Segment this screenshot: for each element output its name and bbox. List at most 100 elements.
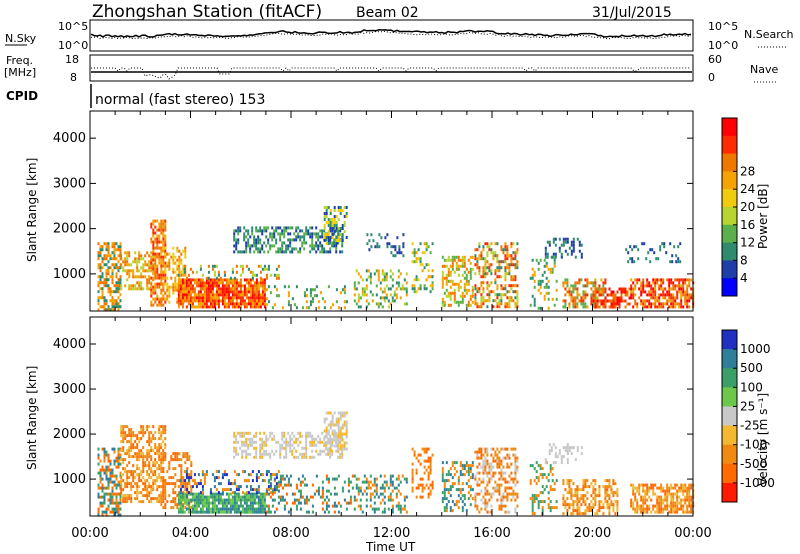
- velocity-pixel: [381, 510, 384, 514]
- velocity-pixel: [263, 501, 266, 505]
- velocity-pixel: [150, 440, 153, 444]
- power-pixel: [504, 305, 507, 309]
- power-pixel: [293, 303, 296, 307]
- power-pixel: [564, 240, 567, 244]
- velocity-pixel: [154, 461, 157, 465]
- power-pixel: [562, 237, 565, 241]
- power-pixel: [217, 302, 220, 306]
- power-pixel: [193, 287, 196, 291]
- power-pixel: [622, 287, 625, 291]
- power-pixel: [160, 288, 163, 292]
- power-pixel: [415, 278, 418, 282]
- power-pixel: [261, 290, 264, 294]
- velocity-pixel: [184, 485, 187, 489]
- velocity-pixel: [231, 495, 234, 499]
- velocity-pixel: [255, 455, 258, 459]
- power-pixel: [516, 284, 519, 288]
- velocity-pixel: [190, 464, 193, 468]
- power-pixel: [632, 287, 635, 291]
- velocity-pixel: [142, 488, 145, 492]
- power-pixel: [654, 296, 657, 300]
- power-pixel: [680, 293, 683, 297]
- velocity-pixel: [305, 483, 308, 487]
- power-pixel: [393, 290, 396, 294]
- power-pixel: [136, 260, 139, 264]
- velocity-pixel: [265, 452, 268, 456]
- velocity-pixel: [105, 510, 108, 514]
- velocity-pixel: [289, 434, 292, 438]
- power-pixel: [417, 278, 420, 282]
- power-pixel: [107, 269, 110, 273]
- velocity-pixel: [529, 497, 532, 501]
- power-pixel: [261, 278, 264, 282]
- velocity-pixel: [331, 504, 334, 508]
- velocity-pixel: [321, 480, 324, 484]
- velocity-pixel: [103, 450, 106, 454]
- velocity-pixel: [604, 479, 607, 483]
- power-pixel: [580, 243, 583, 247]
- power-pixel: [229, 299, 232, 303]
- power-pixel: [492, 254, 495, 258]
- power-pixel: [496, 302, 499, 306]
- power-pixel: [111, 302, 114, 306]
- power-pixel: [144, 269, 147, 273]
- power-pixel: [648, 293, 651, 297]
- velocity-pixel: [101, 504, 104, 508]
- power-pixel: [649, 260, 652, 264]
- power-pixel: [140, 266, 143, 270]
- velocity-pixel: [162, 425, 165, 429]
- power-pixel: [233, 250, 236, 254]
- power-pixel: [162, 270, 165, 274]
- velocity-pixel: [229, 482, 232, 486]
- power-pixel: [160, 225, 163, 229]
- power-pixel: [263, 278, 266, 282]
- velocity-pixel: [512, 447, 515, 451]
- velocity-pixel: [337, 426, 340, 430]
- power-pixel: [323, 300, 326, 304]
- power-pixel: [564, 299, 567, 303]
- power-pixel: [227, 302, 230, 306]
- power-pixel: [590, 293, 593, 297]
- velocity-pixel: [429, 492, 432, 496]
- velocity-pixel: [484, 459, 487, 463]
- power-pixel: [544, 246, 547, 250]
- velocity-pixel: [245, 501, 248, 505]
- velocity-pixel: [427, 471, 430, 475]
- velocity-pixel: [339, 504, 342, 508]
- power-pixel: [150, 263, 153, 267]
- velocity-pixel: [128, 434, 131, 438]
- power-pixel: [564, 249, 567, 253]
- velocity-pixel: [158, 449, 161, 453]
- power-pixel: [476, 260, 479, 264]
- power-pixel: [205, 287, 208, 291]
- power-pixel: [291, 247, 294, 251]
- power-pixel: [287, 291, 290, 295]
- power-pixel: [164, 240, 167, 244]
- velocity-pixel: [371, 492, 374, 496]
- velocity-pixel: [459, 470, 462, 474]
- power-pixel: [241, 296, 244, 300]
- power-pixel: [217, 273, 220, 277]
- power-pixel: [156, 237, 159, 241]
- velocity-pixel: [548, 449, 551, 453]
- velocity-pixel: [253, 446, 256, 450]
- power-pixel: [333, 215, 336, 218]
- power-pixel: [99, 281, 102, 285]
- power-pixel: [627, 260, 630, 264]
- power-pixel: [166, 288, 169, 292]
- power-pixel: [474, 302, 477, 306]
- power-pixel: [115, 287, 118, 291]
- velocity-pixel: [271, 504, 274, 508]
- power-pixel: [115, 281, 118, 285]
- power-pixel: [225, 290, 228, 294]
- velocity-pixel: [431, 453, 434, 457]
- power-pixel: [486, 251, 489, 255]
- velocity-pixel: [251, 495, 254, 499]
- power-pixel: [451, 258, 454, 262]
- power-pixel: [555, 288, 558, 292]
- velocity-pixel: [259, 437, 262, 441]
- power-pixel: [642, 281, 645, 285]
- power-pixel: [510, 278, 513, 282]
- velocity-pixel: [496, 456, 499, 460]
- power-pixel: [482, 257, 485, 261]
